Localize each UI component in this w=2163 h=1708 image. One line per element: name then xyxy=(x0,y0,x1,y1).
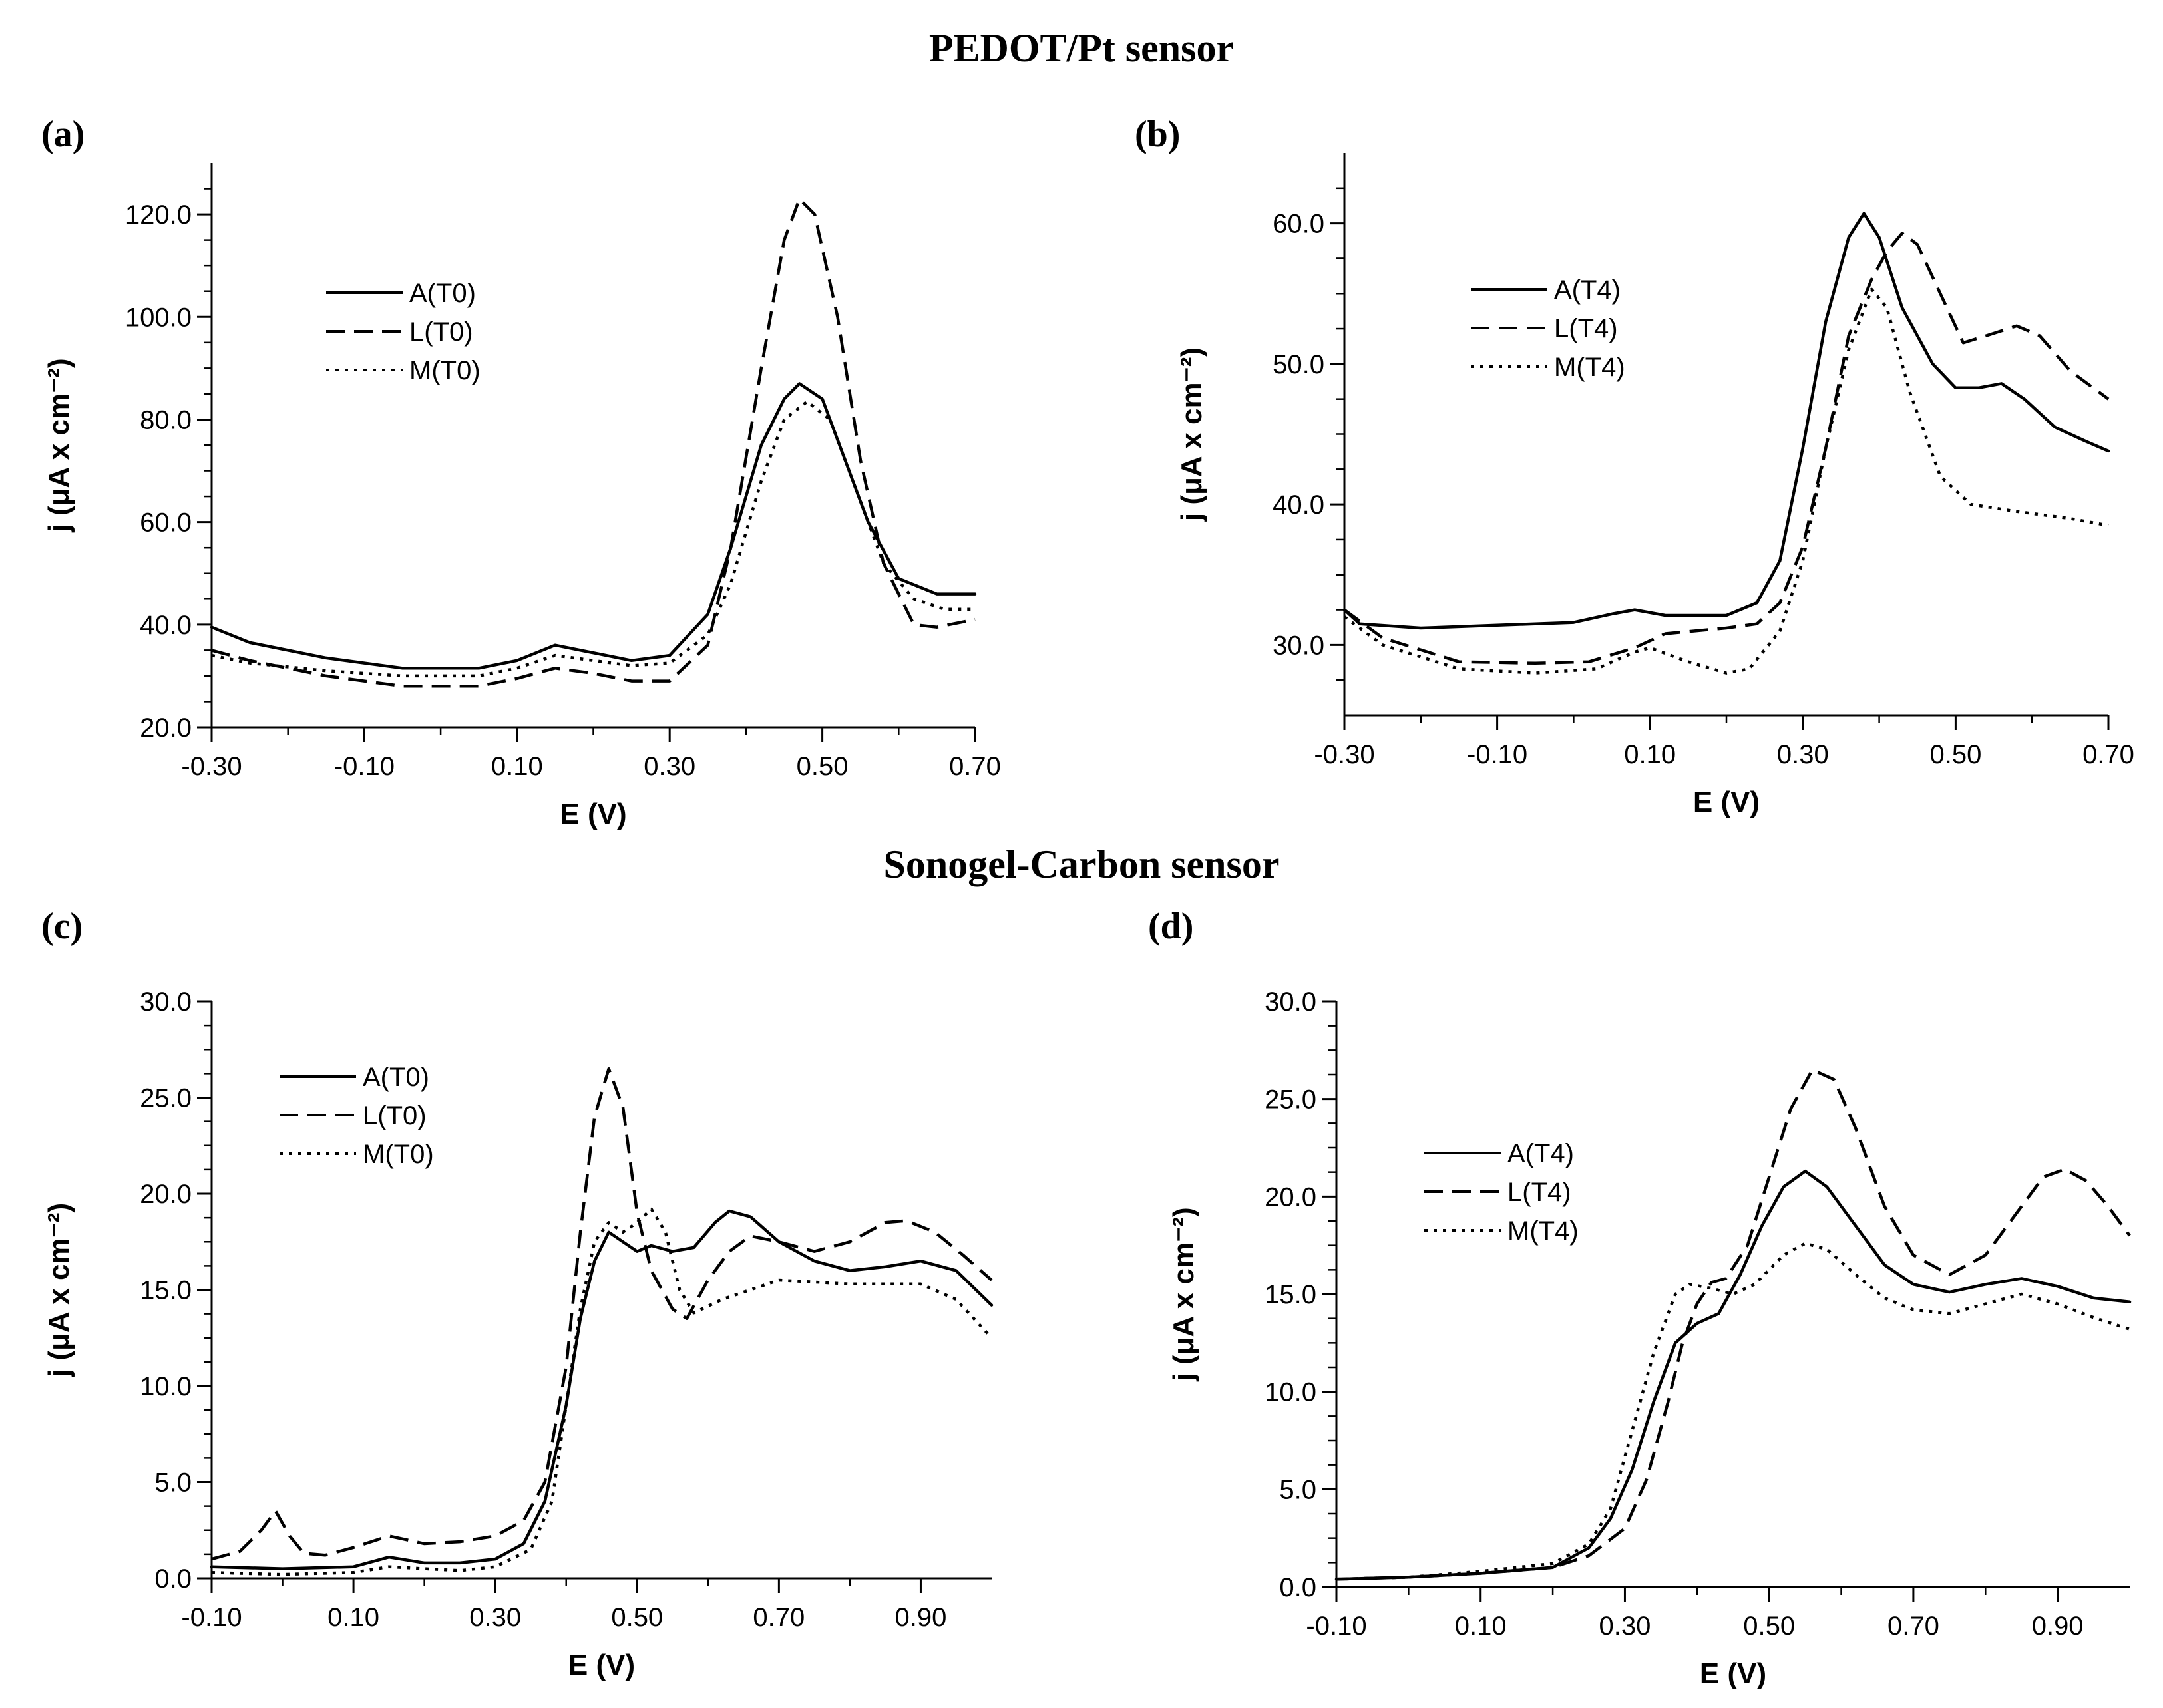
y-tick-label: 100.0 xyxy=(125,303,192,332)
x-tick-label: 0.50 xyxy=(611,1603,663,1632)
chart-a: -0.30 -0.10 0.10 0.30 0.50 0.70 20.0 40.0 60.0 80… xyxy=(43,163,1001,830)
series-line-dotted xyxy=(1336,1242,2130,1581)
y-tick-label: 50.0 xyxy=(1273,350,1324,379)
x-tick-label: 0.50 xyxy=(1929,740,1981,769)
legend-label: L(T0) xyxy=(409,317,473,347)
x-tick-label: 0.30 xyxy=(469,1603,521,1632)
x-axis-label: E (V) xyxy=(1700,1657,1766,1690)
y-tick-label: 10.0 xyxy=(1265,1378,1316,1407)
x-tick-label: 0.50 xyxy=(797,752,849,781)
series-line-dotted xyxy=(211,400,975,678)
y-tick-label: 30.0 xyxy=(1265,987,1316,1017)
y-tick-label: 5.0 xyxy=(154,1468,192,1498)
series-line-dotted xyxy=(211,1207,993,1576)
legend-label: A(T4) xyxy=(1554,275,1621,305)
y-tick-label: 30.0 xyxy=(140,987,192,1017)
y-tick-label: 30.0 xyxy=(1273,631,1324,660)
legend-label: A(T0) xyxy=(363,1063,429,1092)
y-tick-label: 15.0 xyxy=(1265,1280,1316,1309)
legend-label: L(T4) xyxy=(1554,314,1618,343)
y-tick-label: 15.0 xyxy=(140,1276,192,1305)
panel-label-b: (b) xyxy=(1135,114,1181,155)
y-tick-label: 60.0 xyxy=(140,508,192,538)
series-line-dotted xyxy=(1343,287,2109,675)
x-tick-label: 0.30 xyxy=(1599,1612,1651,1641)
panel-label-c: (c) xyxy=(41,906,83,947)
legend-label: A(T4) xyxy=(1507,1139,1574,1168)
x-tick-label: -0.10 xyxy=(334,752,395,781)
x-tick-label: 0.90 xyxy=(2032,1612,2084,1641)
y-tick-label: 5.0 xyxy=(1279,1475,1316,1504)
legend-label: M(T4) xyxy=(1554,353,1625,382)
y-axis-label: j (μA x cm⁻²) xyxy=(1167,1207,1200,1381)
y-tick-label: 20.0 xyxy=(1265,1182,1316,1212)
x-tick-label: 0.30 xyxy=(644,752,695,781)
y-tick-label: 60.0 xyxy=(1273,210,1324,239)
panel-label-a: (a) xyxy=(41,114,85,155)
series-line-solid xyxy=(210,1209,994,1570)
x-tick-label: 0.70 xyxy=(949,752,1001,781)
x-tick-label: -0.30 xyxy=(181,752,242,781)
y-axis-label: j (μA x cm⁻²) xyxy=(1175,347,1208,522)
legend-label: L(T4) xyxy=(1507,1178,1571,1207)
series-line-dashed xyxy=(211,1067,993,1561)
chart-c: -0.10 0.10 0.30 0.50 0.70 0.90 0.0 5.0 10.0 15.0 2… xyxy=(43,987,994,1681)
chart-d: -0.10 0.10 0.30 0.50 0.70 0.90 0.0 5.0 10.0 15.0 2… xyxy=(1167,987,2132,1690)
x-tick-label: -0.10 xyxy=(1306,1612,1366,1641)
series-line-solid xyxy=(1334,1169,2132,1581)
y-tick-label: 0.0 xyxy=(154,1564,192,1594)
legend-label: L(T0) xyxy=(363,1101,427,1130)
x-axis-label: E (V) xyxy=(560,798,626,830)
series-line-dashed xyxy=(1343,232,2110,665)
y-tick-label: 40.0 xyxy=(140,611,192,640)
x-tick-label: 0.70 xyxy=(753,1603,805,1632)
panel-label-d: (d) xyxy=(1148,906,1194,947)
section-title-sonogel: Sonogel-Carbon sensor xyxy=(883,842,1280,886)
y-axis-label: j (μA x cm⁻²) xyxy=(43,358,75,532)
x-tick-label: 0.30 xyxy=(1777,740,1829,769)
x-tick-label: -0.10 xyxy=(1467,740,1527,769)
x-tick-label: 0.90 xyxy=(895,1603,947,1632)
y-tick-label: 25.0 xyxy=(1265,1085,1316,1114)
x-tick-label: -0.10 xyxy=(181,1603,242,1632)
y-tick-label: 0.0 xyxy=(1279,1573,1316,1602)
x-tick-label: 0.10 xyxy=(491,752,543,781)
x-tick-label: -0.30 xyxy=(1314,740,1374,769)
y-tick-label: 20.0 xyxy=(140,1180,192,1209)
x-axis-label: E (V) xyxy=(568,1649,635,1681)
y-tick-label: 25.0 xyxy=(140,1084,192,1113)
x-tick-label: 0.10 xyxy=(327,1603,379,1632)
legend-label: A(T0) xyxy=(409,279,476,308)
legend-label: M(T0) xyxy=(363,1140,434,1169)
y-axis-label: j (μA x cm⁻²) xyxy=(43,1203,75,1377)
series-line-solid xyxy=(1342,212,2110,630)
x-tick-label: 0.10 xyxy=(1624,740,1676,769)
y-tick-label: 40.0 xyxy=(1273,490,1324,520)
x-tick-label: 0.50 xyxy=(1743,1612,1795,1641)
series-line-dashed xyxy=(211,197,976,688)
series-line-solid xyxy=(210,382,977,670)
y-tick-label: 80.0 xyxy=(140,405,192,434)
x-tick-label: 0.70 xyxy=(2082,740,2134,769)
legend-label: M(T4) xyxy=(1507,1216,1579,1246)
chart-b: -0.30 -0.10 0.10 0.30 0.50 0.70 30.0 40.0 50.0 60… xyxy=(1175,153,2134,818)
y-tick-label: 10.0 xyxy=(140,1372,192,1401)
x-tick-label: 0.10 xyxy=(1455,1612,1507,1641)
series-line-dashed xyxy=(1336,1068,2131,1581)
y-tick-label: 20.0 xyxy=(140,713,192,743)
y-tick-label: 120.0 xyxy=(125,200,192,230)
section-title-pedot: PEDOT/Pt sensor xyxy=(928,26,1235,70)
x-tick-label: 0.70 xyxy=(1887,1612,1939,1641)
legend-label: M(T0) xyxy=(409,356,481,385)
x-axis-label: E (V) xyxy=(1693,786,1760,818)
